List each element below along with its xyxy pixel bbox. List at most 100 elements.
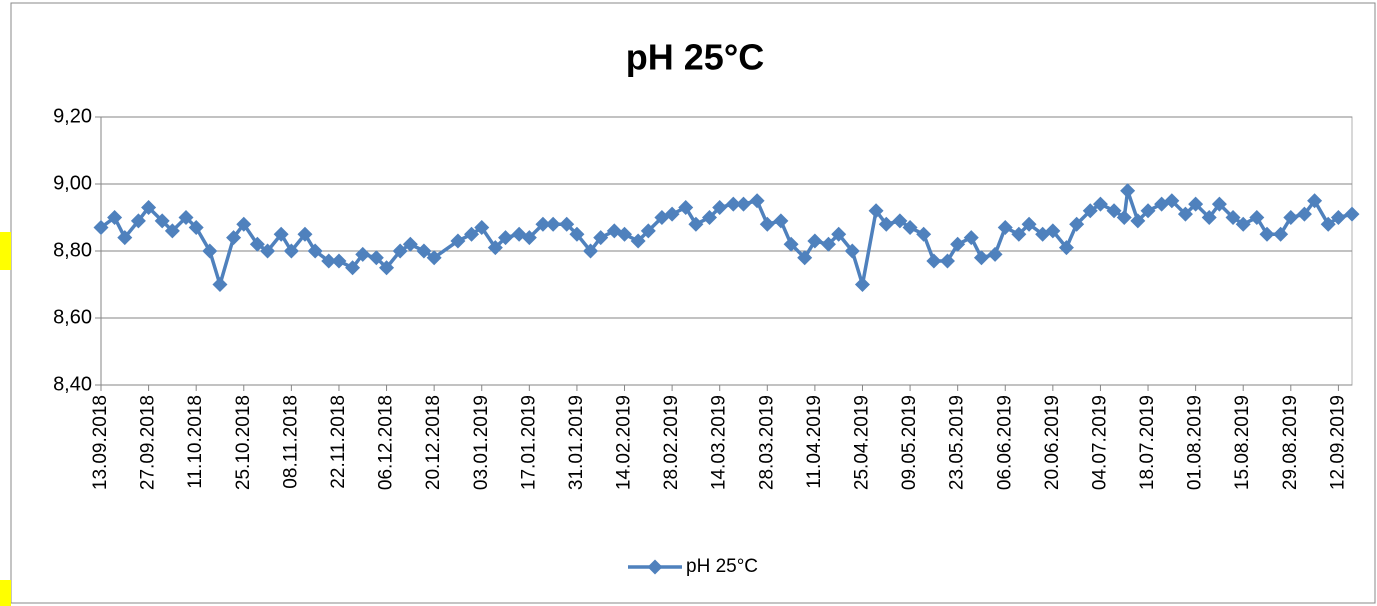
data-point [617,226,633,242]
data-point [345,260,361,276]
y-tick-label: 8,80 [53,239,92,261]
data-point [950,236,966,252]
data-point [997,220,1013,236]
data-point [487,240,503,256]
data-point [1092,196,1108,212]
x-tick-label: 14.02.2019 [614,395,635,490]
data-point [402,236,418,252]
data-point [521,230,537,246]
data-point [878,216,894,232]
data-point [902,220,918,236]
y-tick-label: 9,00 [53,172,92,194]
data-point [759,216,775,232]
data-point [725,196,741,212]
data-point [1259,226,1275,242]
x-tick-label: 27.09.2018 [138,395,159,490]
data-point [1164,193,1180,209]
data-point [141,199,157,215]
data-point [1344,206,1360,222]
data-point [630,233,646,249]
data-point [426,250,442,266]
data-point [1011,226,1027,242]
data-point [1320,216,1336,232]
data-point [664,206,680,222]
data-point [783,236,799,252]
data-point [583,243,599,259]
x-tick-label: 23.05.2019 [947,395,968,490]
x-tick-label: 18.07.2019 [1137,395,1158,490]
data-point [355,246,371,262]
data-point [416,243,432,259]
data-point [307,243,323,259]
data-point [749,193,765,209]
x-tick-label: 13.09.2018 [90,395,111,490]
chart-title: pH 25°C [626,37,764,78]
data-point [963,230,979,246]
y-tick-label: 8,60 [53,306,92,328]
data-point [868,203,884,219]
x-tick-label: 31.01.2019 [566,395,587,490]
data-point [93,220,109,236]
data-point [498,230,514,246]
highlight [0,580,11,606]
data-point [331,253,347,269]
x-tick-label: 11.04.2019 [804,395,825,489]
data-point [368,250,384,266]
data-point [1106,203,1122,219]
data-point [464,226,480,242]
data-point [1130,213,1146,229]
data-point [260,243,276,259]
data-point [797,250,813,266]
data-point [1140,203,1156,219]
data-point [854,277,870,292]
x-tick-label: 11.10.2018 [185,395,206,489]
y-tick-label: 9,20 [53,105,92,127]
x-tick-label: 04.07.2019 [1089,395,1110,490]
data-point [283,243,299,259]
x-tick-label: 09.05.2019 [899,395,920,490]
data-point [1296,206,1312,222]
data-point [154,213,170,229]
data-point [212,277,228,292]
chart-frame [10,2,1376,604]
data-point [640,223,656,239]
data-point [688,216,704,232]
data-point [236,216,252,232]
data-point [1235,216,1251,232]
data-point [1116,210,1132,225]
data-point [1120,183,1136,199]
data-point [188,220,204,236]
data-point [392,243,408,259]
x-tick-label: 15.08.2019 [1232,395,1253,490]
x-tick-label: 17.01.2019 [518,395,539,490]
data-point [773,213,789,229]
data-point [1177,206,1193,222]
x-tick-label: 14.03.2019 [709,395,730,490]
data-point [297,226,313,242]
data-point [916,226,932,242]
data-point [474,220,490,236]
data-point [1283,210,1299,225]
highlight [0,232,11,270]
data-point [117,230,133,246]
data-point [107,210,123,225]
data-point [202,243,218,259]
legend-label: pH 25°C [686,556,758,577]
data-point [926,253,942,269]
data-point [1225,210,1241,225]
data-point [678,199,694,215]
x-tick-label: 06.06.2019 [994,395,1015,490]
data-point [973,250,989,266]
data-point [987,246,1003,262]
data-point [1188,196,1204,212]
x-tick-label: 20.06.2019 [1042,395,1063,490]
data-point [273,226,289,242]
data-point [1307,193,1323,209]
data-point [545,216,561,232]
x-tick-label: 29.08.2019 [1280,395,1301,490]
data-point [1058,240,1074,256]
data-point [569,226,585,242]
data-point [844,243,860,259]
data-point [178,210,194,225]
